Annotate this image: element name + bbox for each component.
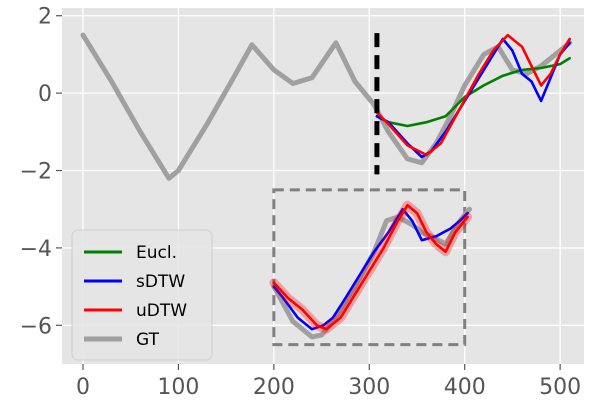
x-tick-label: 0 (76, 375, 90, 400)
inset-layer (269, 188, 473, 347)
legend-box (71, 229, 213, 361)
x-tick-label: 400 (444, 375, 486, 400)
legend-label-udtw: uDTW (136, 301, 187, 321)
inset-series-udtw (272, 204, 469, 331)
series-layer (80, 32, 573, 181)
series-sdtw (375, 37, 572, 159)
x-tick-label: 500 (539, 375, 581, 400)
x-tick-label: 200 (253, 375, 295, 400)
y-tick-label: −4 (20, 237, 52, 262)
inset-frame (272, 188, 467, 347)
inset-series-sdtw (272, 207, 469, 331)
y-axis-ticks: 2 0 −2 −4 −6 (20, 5, 62, 339)
inset-series-gt (271, 206, 472, 340)
y-tick-label: −2 (20, 160, 52, 185)
x-tick-label: 300 (348, 375, 390, 400)
series-eucl (375, 56, 572, 128)
y-tick-label: 0 (38, 82, 52, 107)
y-tick-label: 2 (38, 5, 52, 30)
legend-label-eucl: Eucl. (136, 243, 177, 263)
legend-label-gt: GT (136, 330, 160, 350)
legend: Eucl. sDTW uDTW GT (71, 229, 213, 361)
series-udtw (375, 33, 572, 157)
series-gt (80, 32, 573, 181)
x-tick-label: 100 (157, 375, 199, 400)
x-axis-ticks: 0 100 200 300 400 500 (76, 364, 581, 400)
legend-label-sdtw: sDTW (136, 272, 185, 292)
y-tick-label: −6 (20, 314, 52, 339)
